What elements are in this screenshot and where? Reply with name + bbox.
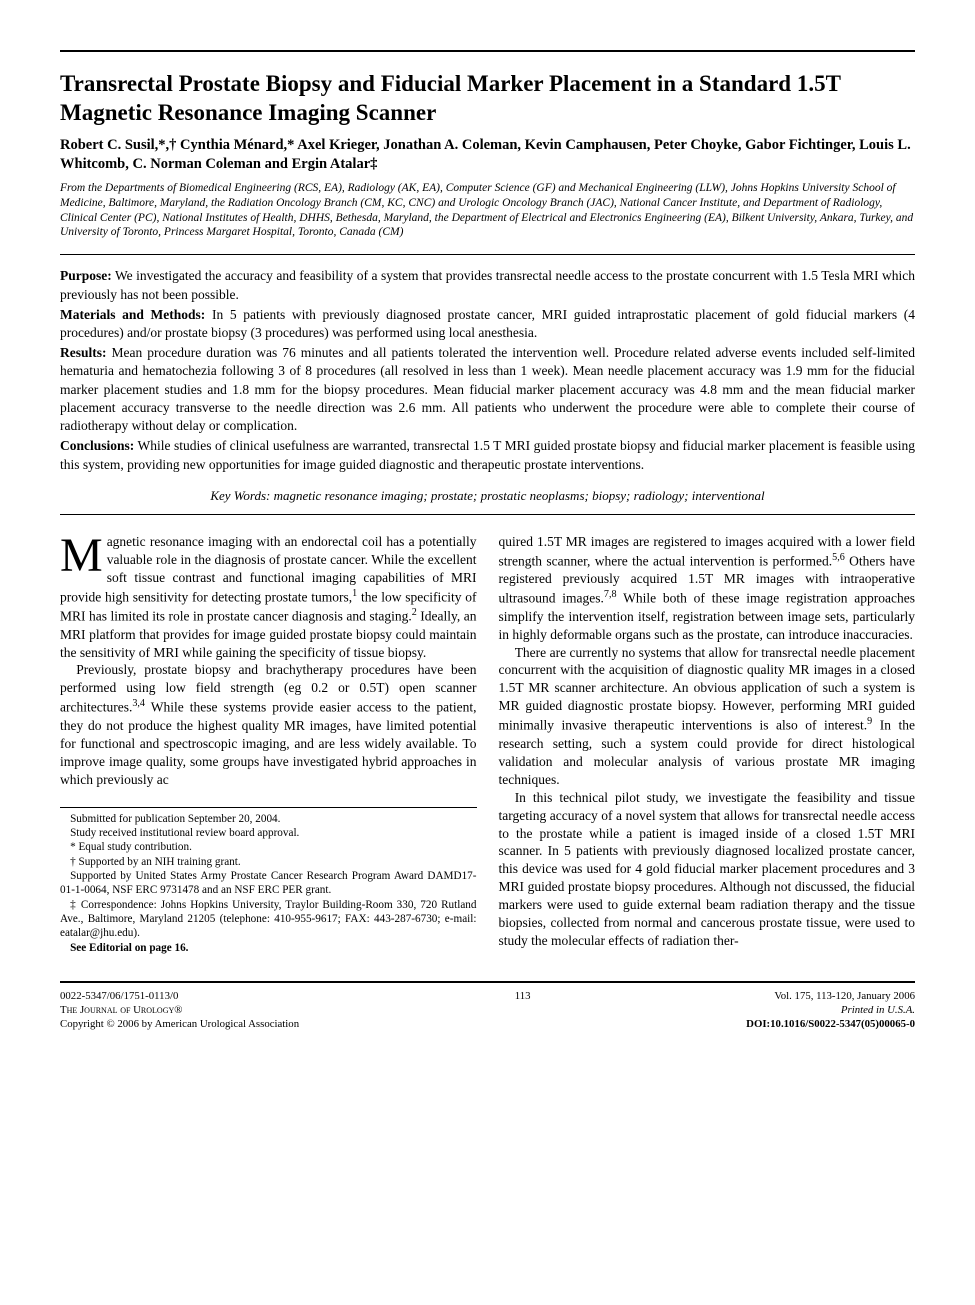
abstract-methods: Materials and Methods: In 5 patients wit… [60,306,915,342]
top-rule [60,50,915,52]
body-paragraph-5: In this technical pilot study, we invest… [499,789,916,951]
body-two-column: Magnetic resonance imaging with an endor… [60,533,915,955]
abstract-methods-label: Materials and Methods: [60,307,205,322]
footer-page-number: 113 [515,989,531,1031]
footer-copyright: Copyright © 2006 by American Urological … [60,1017,299,1031]
footer-issn: 0022-5347/06/1751-0113/0 [60,989,299,1003]
abstract-conclusions: Conclusions: While studies of clinical u… [60,437,915,473]
footer-journal-reg: ® [174,1004,182,1016]
article-title: Transrectal Prostate Biopsy and Fiducial… [60,70,915,128]
footer-journal-name: The Journal of Urology [60,1004,174,1016]
see-editorial: See Editorial on page 16. [60,941,477,955]
page-footer: 0022-5347/06/1751-0113/0 The Journal of … [60,989,915,1031]
ref-78: 7,8 [604,589,617,600]
footer-doi: DOI:10.1016/S0022-5347(05)00065-0 [746,1017,915,1031]
footnote-irb: Study received institutional review boar… [60,826,477,840]
authors-line: Robert C. Susil,*,† Cynthia Ménard,* Axe… [60,136,915,175]
abstract-purpose-text: We investigated the accuracy and feasibi… [60,268,915,301]
ref-34: 3,4 [132,698,145,709]
abstract-results-text: Mean procedure duration was 76 minutes a… [60,345,915,433]
abstract-block: Purpose: We investigated the accuracy an… [60,267,915,473]
abstract-conclusions-label: Conclusions: [60,438,134,453]
footnote-support: Supported by United States Army Prostate… [60,869,477,898]
abstract-conclusions-text: While studies of clinical usefulness are… [60,438,915,471]
rule-after-abstract [60,514,915,515]
abstract-results: Results: Mean procedure duration was 76 … [60,344,915,435]
ref-56: 5,6 [832,552,845,563]
affiliations: From the Departments of Biomedical Engin… [60,181,915,241]
footnote-correspondence: ‡ Correspondence: Johns Hopkins Universi… [60,898,477,941]
abstract-purpose: Purpose: We investigated the accuracy an… [60,267,915,303]
footer-printed-text: Printed in U.S.A. [841,1004,915,1016]
footer-printed: Printed in U.S.A. [746,1003,915,1017]
footnote-submitted: Submitted for publication September 20, … [60,812,477,826]
body-paragraph-2: Previously, prostate biopsy and brachyth… [60,661,477,788]
keywords-line: Key Words: magnetic resonance imaging; p… [60,488,915,504]
footnote-equal: * Equal study contribution. [60,840,477,854]
abstract-results-label: Results: [60,345,107,360]
footer-doi-text: DOI:10.1016/S0022-5347(05)00065-0 [746,1018,915,1030]
rule-after-affiliations [60,254,915,255]
footer-rule [60,981,915,983]
body-paragraph-4: There are currently no systems that allo… [499,644,916,789]
body-paragraph-3: quired 1.5T MR images are registered to … [499,533,916,644]
footnotes-block: Submitted for publication September 20, … [60,807,477,955]
footer-journal: The Journal of Urology® [60,1003,299,1017]
body-p4a: There are currently no systems that allo… [499,645,916,733]
abstract-purpose-label: Purpose: [60,268,112,283]
footer-copyright-text: Copyright © 2006 by American Urological … [60,1018,299,1030]
footnote-nih: † Supported by an NIH training grant. [60,855,477,869]
footer-left: 0022-5347/06/1751-0113/0 The Journal of … [60,989,299,1031]
footer-volume: Vol. 175, 113-120, January 2006 [746,989,915,1003]
body-paragraph-1: Magnetic resonance imaging with an endor… [60,533,477,662]
footer-right: Vol. 175, 113-120, January 2006 Printed … [746,989,915,1031]
